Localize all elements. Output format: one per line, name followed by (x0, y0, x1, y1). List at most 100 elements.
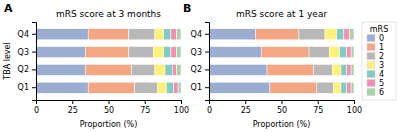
legend-label: 4 (379, 70, 384, 79)
tick: Q4 (18, 30, 36, 39)
tick-label: Q2 (191, 65, 202, 74)
bar-segment (167, 82, 174, 93)
tick-label: 25 (68, 106, 78, 115)
bar-segment (209, 64, 267, 75)
legend-swatch (367, 80, 375, 87)
tick: Q2 (18, 65, 36, 74)
legend-item: 0 (367, 34, 384, 43)
bar-segment (177, 64, 181, 75)
tick-mark (32, 87, 36, 88)
chart-root: 0255075100Q1Q2Q3Q4mRS score at 3 monthsP… (0, 0, 400, 132)
bar-segment (325, 29, 337, 40)
series (177, 29, 181, 93)
legend-swatch (367, 89, 375, 96)
title: mRS score at 1 year (236, 9, 328, 19)
tick-label: Q1 (18, 83, 29, 92)
bar-segment (164, 47, 171, 58)
tick-label: 50 (104, 106, 114, 115)
tick-mark (205, 69, 209, 70)
bar-segment (299, 29, 325, 40)
tick-mark (354, 100, 355, 104)
bar-segment (129, 47, 154, 58)
legend-item: 3 (367, 61, 384, 70)
tick: 75 (313, 100, 323, 115)
bar-segment (129, 29, 155, 40)
bar-segment (36, 82, 88, 93)
tick-mark (205, 52, 209, 53)
tick: 75 (140, 100, 150, 115)
tick-mark (245, 100, 246, 104)
tick-label: Q1 (191, 83, 202, 92)
marks (36, 29, 181, 93)
tick-mark (205, 34, 209, 35)
tick: 0 (207, 100, 212, 115)
panel-label: A (4, 2, 13, 15)
tick-mark (109, 100, 110, 104)
tick-mark (205, 87, 209, 88)
tick-label: 100 (174, 106, 189, 115)
series (85, 29, 134, 93)
bar-segment (350, 29, 354, 40)
legend: mRS0123456 (362, 22, 396, 100)
tick-mark (32, 34, 36, 35)
bar-segment (270, 82, 316, 93)
tick-label: 100 (347, 106, 362, 115)
tick-label: Q3 (191, 48, 202, 57)
bar-segment (341, 64, 347, 75)
bar-segment (341, 82, 347, 93)
bar-segment (164, 29, 171, 40)
tick-mark (32, 69, 36, 70)
y-axis-label: TBA level (3, 42, 12, 80)
tick: 0 (34, 100, 39, 115)
legend-title: mRS (370, 25, 388, 34)
bar-segment (36, 64, 85, 75)
bar-segment (178, 82, 181, 93)
legend-label: 3 (379, 61, 384, 70)
tick-mark (72, 100, 73, 104)
tick: 25 (241, 100, 251, 115)
tick-label: Q4 (191, 30, 202, 39)
tick-label: 50 (277, 106, 287, 115)
series (129, 29, 158, 93)
axis-domain (205, 23, 210, 101)
tick: Q1 (18, 83, 36, 92)
bar-segment (36, 29, 88, 40)
axis-domain (210, 101, 355, 105)
marks (209, 29, 354, 93)
bar-segment (347, 82, 351, 93)
bar-segment (209, 82, 270, 93)
value-axis: 0 25 50 75 100 (207, 100, 362, 115)
tick-label: Q4 (18, 30, 29, 39)
bar-segment (85, 47, 129, 58)
bar-segment (351, 47, 354, 58)
bar-segment (85, 64, 131, 75)
bar-segment (351, 82, 354, 93)
tick: Q3 (18, 48, 36, 57)
legend-swatch (367, 44, 375, 51)
tick-mark (32, 52, 36, 53)
tick: 50 (104, 100, 114, 115)
panel: 0255075100Q1Q2Q3Q4mRS score at 1 yearPro… (183, 2, 396, 129)
bar-segment (344, 29, 350, 40)
legend-label: 6 (379, 88, 384, 97)
legend-item: 4 (367, 70, 384, 79)
tick-mark (282, 100, 283, 104)
legend-label: 0 (379, 34, 384, 43)
legend-swatch (367, 35, 375, 42)
bar-segment (267, 64, 313, 75)
legend-item: 5 (367, 79, 384, 88)
tick: Q4 (191, 30, 209, 39)
bar-segment (309, 47, 329, 58)
bar-segment (332, 64, 341, 75)
tick-label: 75 (313, 106, 323, 115)
bar-segment (334, 82, 341, 93)
tick: 100 (174, 100, 189, 115)
tick: Q3 (191, 48, 209, 57)
tick-label: Q3 (18, 48, 29, 57)
bar-segment (172, 64, 176, 75)
bar-segment (177, 47, 181, 58)
x-axis-label: Proportion (%) (253, 120, 311, 129)
tick-mark (181, 100, 182, 104)
legend-item: 6 (367, 88, 384, 97)
bar-segment (155, 29, 164, 40)
